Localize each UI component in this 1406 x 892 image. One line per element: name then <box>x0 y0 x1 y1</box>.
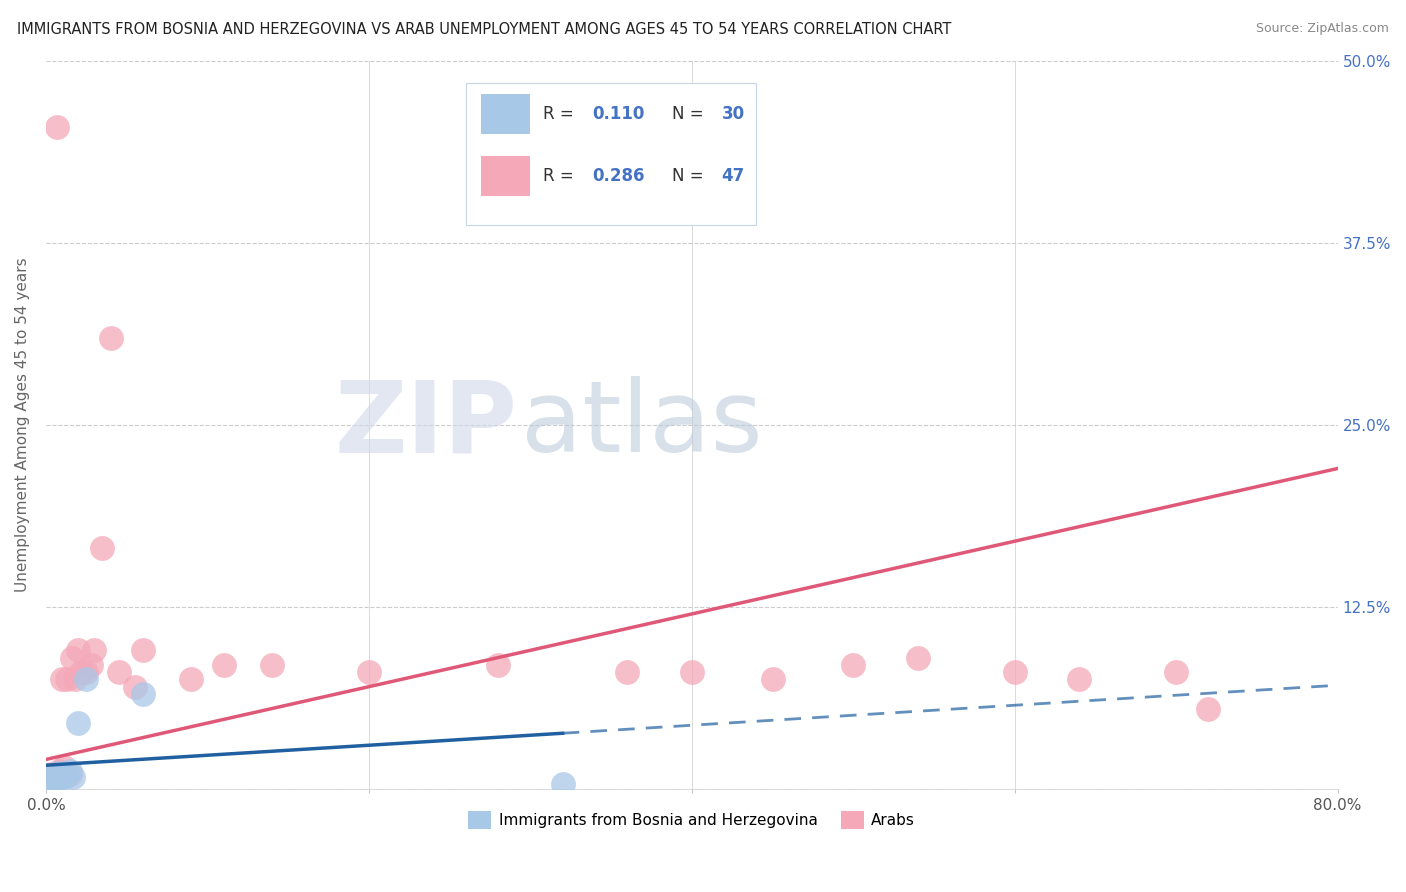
FancyBboxPatch shape <box>481 94 530 134</box>
Text: N =: N = <box>672 167 709 185</box>
Point <box>63 673 86 687</box>
Point <box>681 665 703 680</box>
Text: ZIP: ZIP <box>335 376 517 474</box>
Point <box>70 665 93 680</box>
Point <box>75 673 97 687</box>
Point <box>51 767 73 781</box>
Point <box>616 665 638 680</box>
Point <box>80 657 103 672</box>
Point <box>45 767 67 781</box>
Point <box>124 680 146 694</box>
Point <box>49 768 72 782</box>
Point <box>45 772 67 787</box>
Point <box>1166 665 1188 680</box>
Point <box>53 767 76 781</box>
Point <box>59 767 82 781</box>
Point <box>67 716 90 731</box>
Point <box>38 779 60 793</box>
Point <box>42 774 65 789</box>
Point <box>180 673 202 687</box>
Point <box>842 657 865 672</box>
Point <box>48 764 70 778</box>
Point <box>1198 701 1220 715</box>
Text: 47: 47 <box>721 167 745 185</box>
Point <box>37 774 59 789</box>
Point <box>51 673 73 687</box>
Point <box>41 772 63 787</box>
Point <box>357 665 380 680</box>
Text: 0.110: 0.110 <box>592 105 645 123</box>
Text: IMMIGRANTS FROM BOSNIA AND HERZEGOVINA VS ARAB UNEMPLOYMENT AMONG AGES 45 TO 54 : IMMIGRANTS FROM BOSNIA AND HERZEGOVINA V… <box>17 22 952 37</box>
Point <box>59 764 82 778</box>
Legend: Immigrants from Bosnia and Herzegovina, Arabs: Immigrants from Bosnia and Herzegovina, … <box>463 805 921 836</box>
Point <box>107 665 129 680</box>
Point <box>46 772 69 786</box>
Point <box>48 765 70 780</box>
FancyBboxPatch shape <box>465 83 756 225</box>
Point <box>212 657 235 672</box>
Point <box>56 673 79 687</box>
Point <box>39 777 62 791</box>
Point <box>907 650 929 665</box>
Point <box>48 770 70 784</box>
Text: N =: N = <box>672 105 709 123</box>
Point <box>48 772 70 786</box>
Point <box>100 330 122 344</box>
Point <box>67 643 90 657</box>
Point <box>91 541 114 556</box>
Point <box>46 774 69 789</box>
Y-axis label: Unemployment Among Ages 45 to 54 years: Unemployment Among Ages 45 to 54 years <box>15 258 30 592</box>
Point <box>46 120 69 134</box>
FancyBboxPatch shape <box>481 156 530 195</box>
Point <box>45 767 67 781</box>
Point <box>1004 665 1026 680</box>
Point <box>260 657 283 672</box>
Point <box>132 687 155 701</box>
Point <box>42 770 65 784</box>
Point <box>551 777 574 791</box>
Point <box>41 774 63 789</box>
Point <box>42 774 65 789</box>
Text: Source: ZipAtlas.com: Source: ZipAtlas.com <box>1256 22 1389 36</box>
Point <box>37 777 59 791</box>
Point <box>41 775 63 789</box>
Point <box>38 775 60 789</box>
Point <box>39 774 62 789</box>
Point <box>486 657 509 672</box>
Point <box>1069 673 1091 687</box>
Text: 0.286: 0.286 <box>592 167 645 185</box>
Point <box>56 767 79 781</box>
Point <box>42 770 65 784</box>
Point <box>52 760 75 774</box>
Point <box>132 643 155 657</box>
Point <box>60 650 83 665</box>
Point <box>49 768 72 782</box>
Text: R =: R = <box>543 105 579 123</box>
Text: R =: R = <box>543 167 579 185</box>
Point <box>83 643 105 657</box>
Point <box>75 665 97 680</box>
Point <box>45 772 67 787</box>
Point <box>41 772 63 786</box>
Point <box>62 770 84 784</box>
Point <box>51 770 73 784</box>
Point <box>46 770 69 784</box>
Point <box>38 777 60 791</box>
Point <box>37 779 59 793</box>
Text: 30: 30 <box>721 105 745 123</box>
Point <box>38 772 60 787</box>
Point <box>53 770 76 784</box>
Text: atlas: atlas <box>522 376 763 474</box>
Point <box>39 767 62 781</box>
Point <box>761 673 783 687</box>
Point <box>52 767 75 781</box>
Point <box>37 781 59 796</box>
Point <box>39 775 62 789</box>
Point <box>39 772 62 786</box>
